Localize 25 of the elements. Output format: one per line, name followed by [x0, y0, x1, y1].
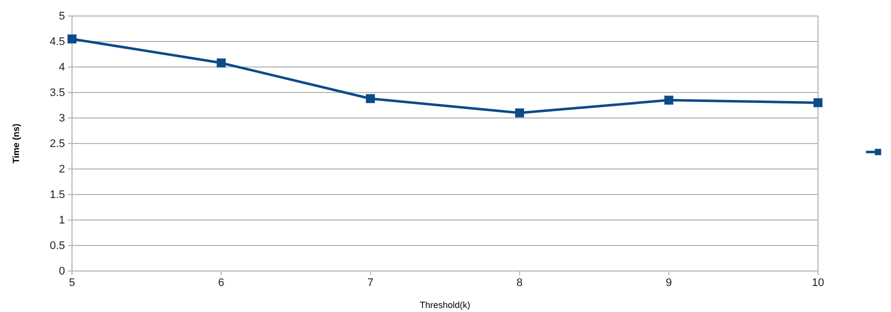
y-tick-label: 0 [58, 266, 65, 278]
x-tick-label: 5 [68, 276, 76, 289]
y-tick-label: 2 [58, 164, 65, 176]
x-tick-label: 6 [218, 276, 224, 289]
y-tick-label: 1.5 [50, 189, 65, 202]
x-axis-title: Threshold(k) [420, 300, 470, 310]
point [68, 34, 76, 44]
y-tick-label: 1 [58, 214, 65, 227]
y-tick-label: 5 [58, 10, 65, 23]
x-tick-label: 7 [367, 276, 374, 289]
y-tick-label: 4.5 [50, 36, 65, 48]
x-tick-label: 9 [666, 276, 672, 289]
y-tick-label: 4 [58, 62, 65, 74]
y-tick-label: 2.5 [50, 138, 65, 150]
y-tick-label: 0.5 [50, 240, 65, 252]
point [515, 108, 524, 118]
x-tick-label: 10 [812, 276, 824, 289]
x-tick-label: 8 [516, 276, 523, 289]
point [366, 94, 375, 104]
y-axis-title: Time (ns) [11, 124, 21, 164]
point [216, 58, 226, 68]
point [664, 96, 674, 105]
point [814, 98, 822, 108]
y-tick-label: 3 [58, 112, 65, 125]
y-tick-label: 3.5 [50, 87, 65, 100]
